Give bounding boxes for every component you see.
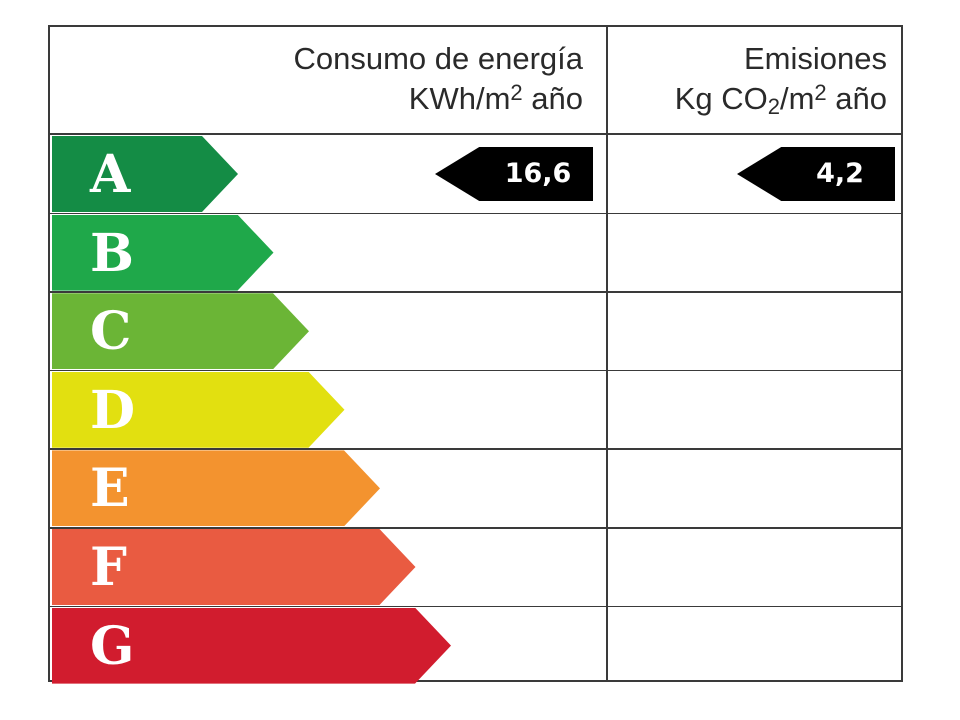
band-letter-c: C xyxy=(90,301,132,363)
column-divider xyxy=(606,27,608,680)
emission-header-title: Emisiones xyxy=(744,41,887,76)
band-letter-g: G xyxy=(90,615,135,677)
energy-label-table: Consumo de energía KWh/m2 año Emisiones … xyxy=(48,25,903,684)
row-divider xyxy=(50,291,901,293)
row-divider xyxy=(50,448,901,450)
band-f: F xyxy=(52,529,416,605)
band-letter-e: E xyxy=(90,458,130,520)
row-divider xyxy=(50,605,901,608)
band-letter-b: B xyxy=(90,222,134,284)
band-letter-d: D xyxy=(90,379,136,441)
band-a: A xyxy=(52,136,238,212)
energy-header-unit: KWh/m2 año xyxy=(408,80,583,116)
band-g: G xyxy=(52,607,451,684)
band-letter-a: A xyxy=(90,144,131,205)
band-letter-f: F xyxy=(90,537,127,598)
energy-header-title: Consumo de energía xyxy=(293,41,583,76)
emission-header-unit: Kg CO2/m2 año xyxy=(674,80,887,119)
band-b: B xyxy=(52,214,274,291)
row-divider xyxy=(50,527,901,529)
row-divider xyxy=(50,369,901,372)
header-divider xyxy=(50,133,901,135)
energy-column-header: Consumo de energía KWh/m2 año xyxy=(103,39,583,119)
band-e: E xyxy=(52,450,380,527)
emission-column-header: Emisiones Kg CO2/m2 año xyxy=(607,39,887,119)
band-c: C xyxy=(52,293,309,370)
band-d: D xyxy=(52,371,345,448)
row-divider xyxy=(50,212,901,215)
